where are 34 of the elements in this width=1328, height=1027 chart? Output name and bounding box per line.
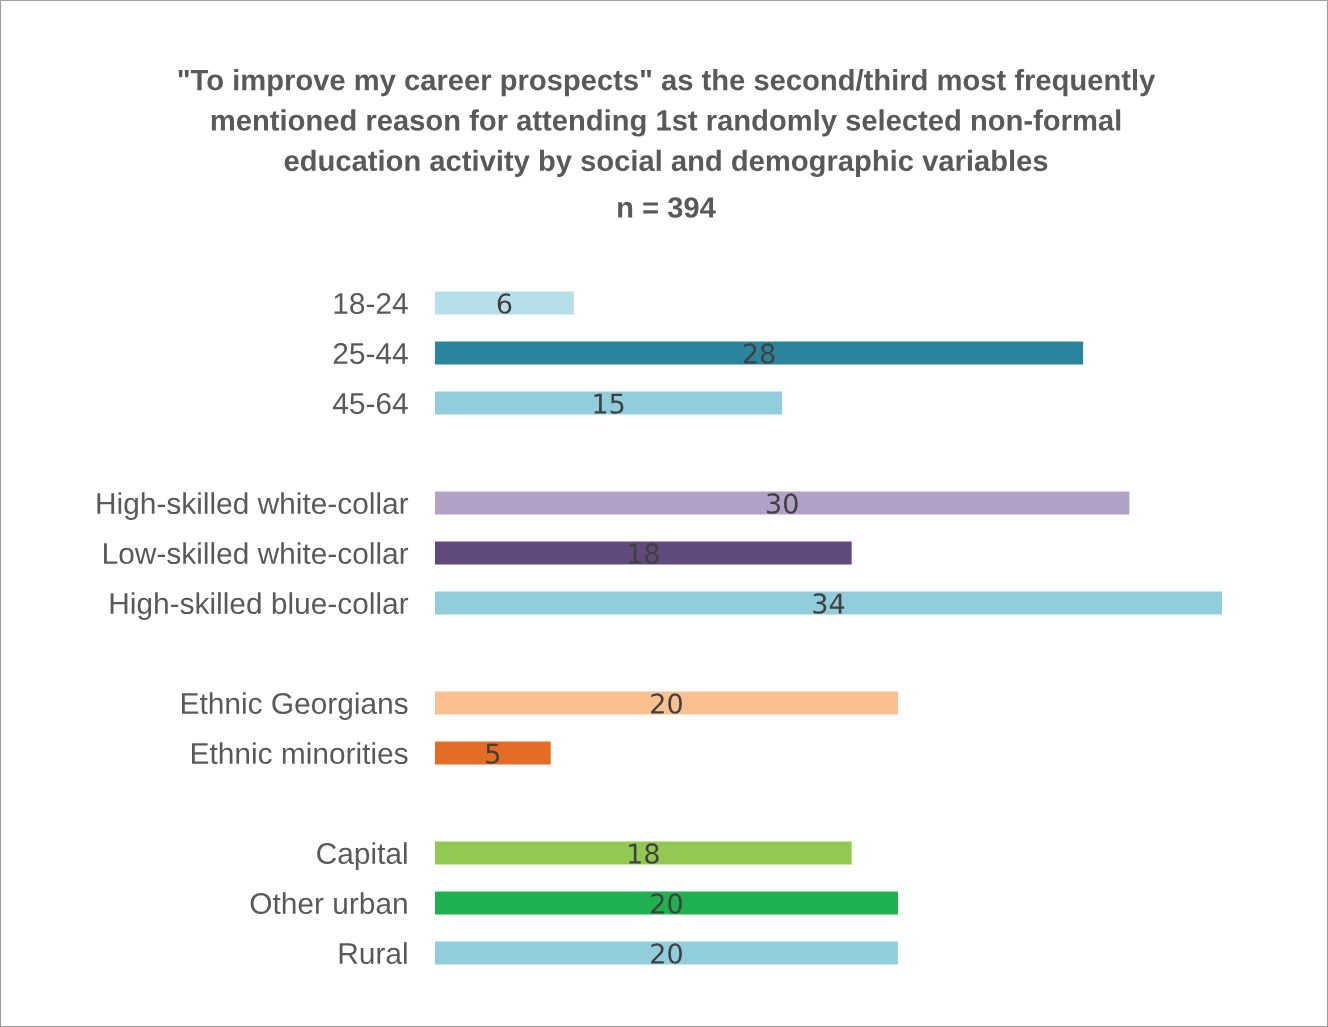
bar — [435, 941, 898, 965]
data-label: 6 — [497, 293, 512, 314]
data-label: 20 — [651, 693, 682, 714]
y-tick-label: 45-64 — [332, 392, 408, 415]
bar — [435, 341, 1084, 365]
data-label: 18 — [629, 543, 659, 564]
bar — [435, 391, 783, 415]
bar — [435, 591, 1222, 615]
data-label: 20 — [651, 893, 682, 914]
y-tick-label: Ethnic Georgians — [182, 692, 408, 721]
data-label: 34 — [813, 593, 845, 614]
data-label: 30 — [767, 493, 798, 514]
bar — [435, 891, 898, 915]
y-tick-label: Ethnic minorities — [192, 742, 408, 765]
bar — [435, 291, 574, 315]
y-tick-label: High-skilled blue-collar — [110, 592, 409, 621]
y-tick-label: Rural — [339, 942, 407, 965]
data-label: 15 — [594, 393, 624, 414]
bar — [435, 691, 898, 715]
chart-subtitle: n = 394 — [618, 197, 716, 218]
y-tick-label: Low-skilled white-collar — [104, 542, 409, 565]
y-tick-label: High-skilled white-collar — [97, 492, 409, 521]
bar — [435, 491, 1130, 515]
data-label: 18 — [629, 843, 659, 864]
y-tick-label: 25-44 — [333, 342, 408, 365]
y-tick-label: 18-24 — [334, 292, 408, 315]
y-tick-label: Other urban — [250, 892, 407, 915]
bar — [435, 841, 852, 865]
bar — [435, 741, 551, 765]
data-label: 28 — [743, 343, 775, 364]
data-label: 20 — [651, 943, 682, 964]
y-tick-label: Capital — [317, 842, 407, 871]
data-label: 5 — [486, 743, 500, 764]
bar — [435, 541, 852, 565]
